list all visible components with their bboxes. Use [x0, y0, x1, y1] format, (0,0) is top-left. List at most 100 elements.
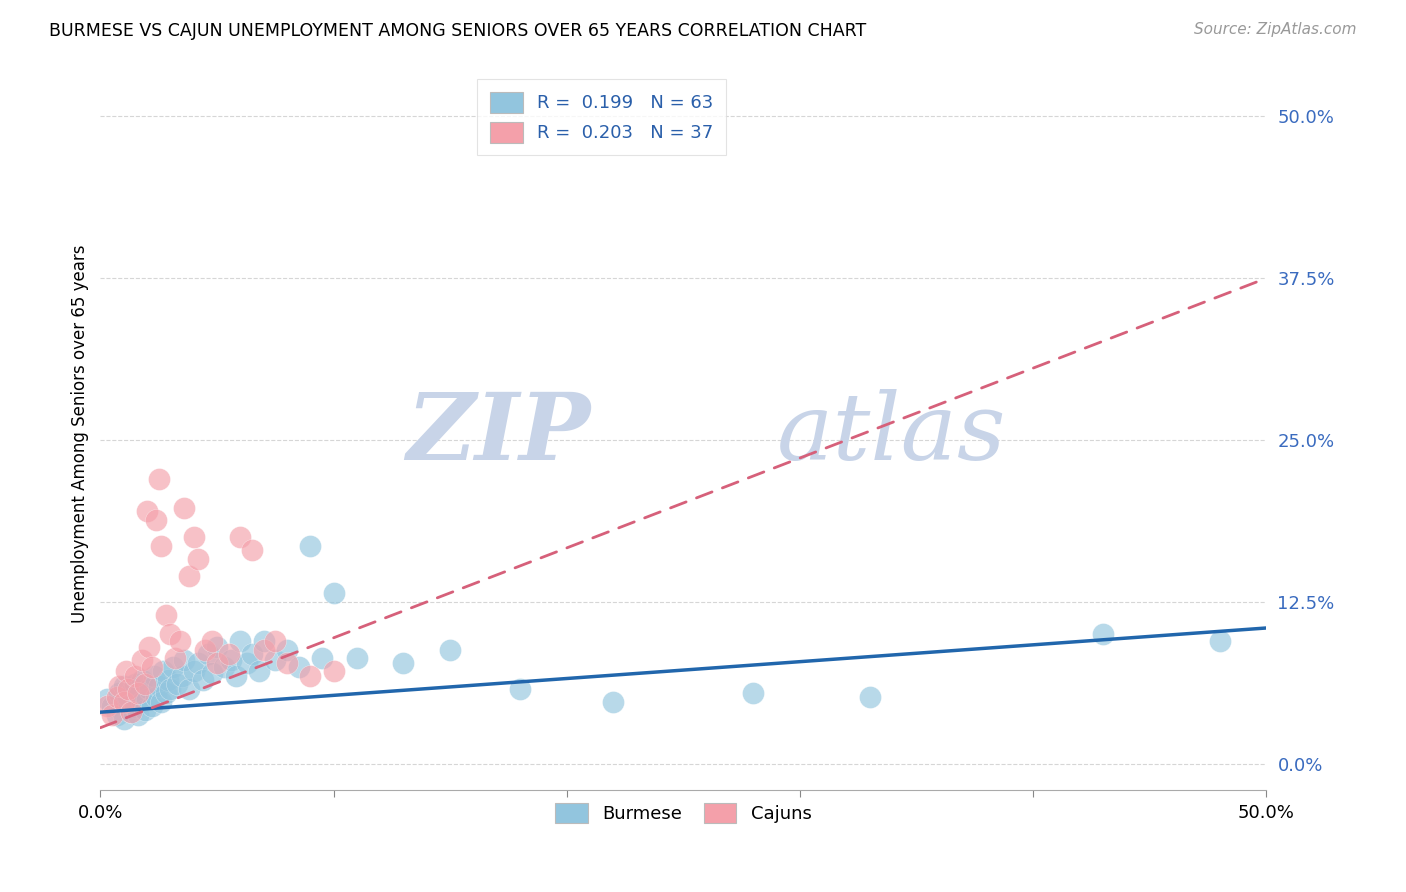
Legend: Burmese, Cajuns: Burmese, Cajuns — [544, 792, 823, 834]
Point — [191, 673, 214, 687]
Point — [322, 586, 344, 600]
Point — [148, 679, 170, 693]
Point — [101, 698, 124, 713]
Point — [183, 664, 205, 678]
Point — [138, 681, 160, 696]
Point — [124, 669, 146, 683]
Point — [159, 681, 181, 696]
Point — [299, 669, 322, 683]
Point — [205, 656, 228, 670]
Point — [162, 660, 184, 674]
Point — [225, 669, 247, 683]
Point — [115, 664, 138, 678]
Point — [194, 643, 217, 657]
Point — [287, 660, 309, 674]
Point — [183, 530, 205, 544]
Point — [108, 679, 131, 693]
Text: ZIP: ZIP — [406, 389, 591, 479]
Point — [859, 690, 882, 704]
Point — [110, 703, 132, 717]
Point — [276, 656, 298, 670]
Point — [219, 653, 242, 667]
Point — [120, 705, 142, 719]
Point — [136, 692, 159, 706]
Point — [264, 653, 287, 667]
Point — [252, 634, 274, 648]
Point — [439, 643, 461, 657]
Point — [187, 552, 209, 566]
Text: atlas: atlas — [776, 389, 1007, 479]
Point — [201, 666, 224, 681]
Point — [149, 540, 172, 554]
Point — [112, 679, 135, 693]
Point — [170, 669, 193, 683]
Text: Source: ZipAtlas.com: Source: ZipAtlas.com — [1194, 22, 1357, 37]
Point — [131, 695, 153, 709]
Point — [229, 634, 252, 648]
Point — [131, 673, 153, 687]
Point — [236, 656, 259, 670]
Point — [141, 660, 163, 674]
Point — [229, 530, 252, 544]
Point — [96, 698, 118, 713]
Point — [124, 700, 146, 714]
Point — [166, 676, 188, 690]
Point — [127, 686, 149, 700]
Point — [105, 690, 128, 704]
Point — [141, 698, 163, 713]
Point — [163, 650, 186, 665]
Point — [299, 540, 322, 554]
Point — [240, 543, 263, 558]
Point — [129, 686, 152, 700]
Point — [105, 707, 128, 722]
Point — [145, 513, 167, 527]
Point — [197, 647, 219, 661]
Text: BURMESE VS CAJUN UNEMPLOYMENT AMONG SENIORS OVER 65 YEARS CORRELATION CHART: BURMESE VS CAJUN UNEMPLOYMENT AMONG SENI… — [49, 22, 866, 40]
Point — [392, 656, 415, 670]
Point — [155, 686, 177, 700]
Point — [112, 695, 135, 709]
Point — [311, 650, 333, 665]
Point — [96, 692, 118, 706]
Point — [201, 634, 224, 648]
Point — [138, 640, 160, 655]
Point — [159, 627, 181, 641]
Point — [117, 681, 139, 696]
Point — [143, 669, 166, 683]
Point — [145, 690, 167, 704]
Point — [152, 664, 174, 678]
Point — [122, 681, 145, 696]
Point — [240, 647, 263, 661]
Point — [1092, 627, 1115, 641]
Point — [205, 640, 228, 655]
Point — [264, 634, 287, 648]
Point — [212, 660, 235, 674]
Point — [322, 664, 344, 678]
Point — [346, 650, 368, 665]
Point — [131, 653, 153, 667]
Point — [509, 681, 531, 696]
Point — [124, 676, 146, 690]
Y-axis label: Unemployment Among Seniors over 65 years: Unemployment Among Seniors over 65 years — [72, 244, 89, 623]
Point — [101, 707, 124, 722]
Point — [108, 686, 131, 700]
Point — [187, 656, 209, 670]
Point — [120, 705, 142, 719]
Point — [112, 712, 135, 726]
Point — [134, 703, 156, 717]
Point — [276, 643, 298, 657]
Point — [173, 500, 195, 515]
Point — [177, 569, 200, 583]
Point — [218, 647, 240, 661]
Point — [117, 690, 139, 704]
Point — [169, 634, 191, 648]
Point — [155, 608, 177, 623]
Point — [149, 695, 172, 709]
Point — [148, 472, 170, 486]
Point — [1208, 634, 1230, 648]
Point — [247, 664, 270, 678]
Point — [127, 707, 149, 722]
Point — [134, 676, 156, 690]
Point — [136, 504, 159, 518]
Point — [156, 673, 179, 687]
